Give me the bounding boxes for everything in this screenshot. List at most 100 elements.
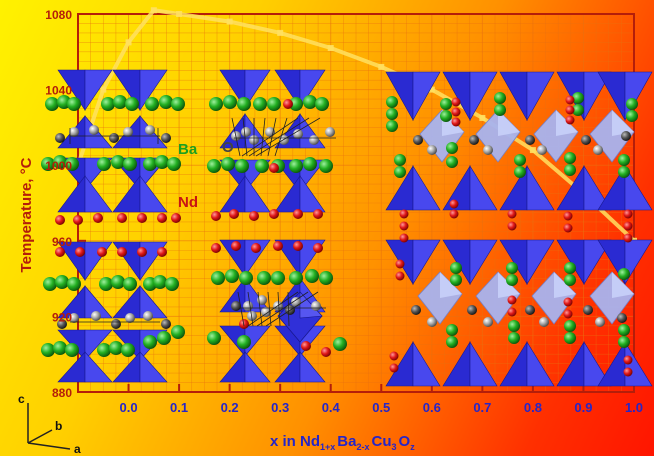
ba-atom bbox=[508, 320, 520, 332]
cu-atom bbox=[525, 305, 535, 315]
cu-atom bbox=[89, 125, 99, 135]
cu-atom bbox=[467, 305, 477, 315]
polyhedron bbox=[469, 71, 498, 122]
nd-atom bbox=[451, 107, 461, 117]
nd-atom bbox=[211, 211, 221, 221]
nd-atom bbox=[399, 221, 409, 231]
cu-atom bbox=[483, 145, 493, 155]
ba-atom bbox=[446, 156, 458, 168]
ba-atom bbox=[255, 159, 269, 173]
ba-atom bbox=[41, 343, 55, 357]
nd-atom bbox=[293, 209, 303, 219]
ba-atom bbox=[99, 277, 113, 291]
ba-atom bbox=[446, 336, 458, 348]
bond-line bbox=[265, 291, 319, 327]
polyhedron bbox=[624, 239, 653, 286]
bond-line bbox=[231, 117, 241, 157]
nd-atom bbox=[507, 295, 517, 305]
ba-atom bbox=[289, 271, 303, 285]
cu-atom bbox=[581, 135, 591, 145]
polyhedron bbox=[412, 71, 441, 122]
nd-atom bbox=[507, 209, 517, 219]
data-point bbox=[226, 18, 233, 25]
bond-line bbox=[267, 117, 277, 157]
x-tick-label: 0.1 bbox=[170, 400, 188, 415]
ba-atom bbox=[209, 97, 223, 111]
cu-atom bbox=[525, 135, 535, 145]
nd-atom bbox=[623, 367, 633, 377]
nd-atom bbox=[97, 247, 107, 257]
ba-atom bbox=[315, 97, 329, 111]
polyhedron bbox=[112, 285, 141, 319]
polyhedron bbox=[583, 239, 612, 286]
nd-atom bbox=[283, 99, 293, 109]
polyhedron bbox=[469, 239, 498, 286]
ba-atom bbox=[253, 97, 267, 111]
nd-atom bbox=[273, 241, 283, 251]
polyhedron bbox=[583, 164, 612, 211]
nd-atom bbox=[451, 117, 461, 127]
ba-atom bbox=[159, 95, 173, 109]
nd-atom bbox=[563, 223, 573, 233]
polyhedron bbox=[469, 340, 498, 387]
nd-atom bbox=[565, 95, 575, 105]
nd-atom bbox=[623, 355, 633, 365]
nd-atom bbox=[93, 213, 103, 223]
ba-atom bbox=[97, 343, 111, 357]
ba-atom bbox=[450, 262, 462, 274]
cu-atom bbox=[241, 127, 251, 137]
nd-atom bbox=[117, 213, 127, 223]
ba-atom bbox=[67, 97, 81, 111]
ba-atom bbox=[564, 152, 576, 164]
nd-atom bbox=[157, 213, 167, 223]
nd-atom bbox=[117, 247, 127, 257]
ba-atom bbox=[303, 157, 317, 171]
nd-atom bbox=[507, 221, 517, 231]
polyhedron bbox=[499, 340, 528, 387]
data-point bbox=[479, 114, 486, 121]
x-tick-labels: 0.0 0.1 0.2 0.3 0.4 0.5 0.6 0.7 0.8 0.9 1.0 bbox=[120, 400, 644, 415]
ba-atom bbox=[67, 277, 81, 291]
nd-atom bbox=[313, 209, 323, 219]
nd-atom bbox=[211, 243, 221, 253]
polyhedron bbox=[597, 340, 626, 387]
x-tick-label: 0.3 bbox=[271, 400, 289, 415]
ba-atom bbox=[446, 142, 458, 154]
nd-atom bbox=[563, 309, 573, 319]
nd-atom bbox=[449, 199, 459, 209]
ba-atom bbox=[319, 271, 333, 285]
bond-line bbox=[267, 291, 272, 327]
cu-atom bbox=[583, 305, 593, 315]
ba-atom bbox=[386, 120, 398, 132]
x-tick-label: 0.2 bbox=[221, 400, 239, 415]
ba-atom bbox=[143, 335, 157, 349]
polyhedron bbox=[526, 239, 555, 286]
polyhedron bbox=[412, 239, 441, 286]
nd-atom bbox=[55, 247, 65, 257]
ba-atom bbox=[386, 96, 398, 108]
ba-atom bbox=[207, 331, 221, 345]
ba-atom bbox=[121, 343, 135, 357]
cu-atom bbox=[311, 301, 321, 311]
ba-atom bbox=[145, 97, 159, 111]
bond-line bbox=[247, 291, 299, 327]
ba-atom bbox=[394, 154, 406, 166]
nd-atom bbox=[399, 209, 409, 219]
cu-atom bbox=[69, 313, 79, 323]
polyhedron bbox=[139, 351, 168, 383]
ba-atom bbox=[43, 277, 57, 291]
cu-atom bbox=[55, 133, 65, 143]
cu-atom bbox=[57, 319, 67, 329]
x-tick-label: 0.9 bbox=[574, 400, 592, 415]
ba-atom bbox=[155, 155, 169, 169]
ba-atom bbox=[572, 104, 584, 116]
ba-atom bbox=[450, 274, 462, 286]
y-tick-labels: 1080 1040 1000 960 920 880 bbox=[45, 8, 72, 400]
phase-line bbox=[76, 8, 636, 243]
bond-line bbox=[274, 117, 288, 157]
ba-atom bbox=[109, 341, 123, 355]
ba-atom bbox=[125, 97, 139, 111]
bond-line bbox=[247, 291, 254, 327]
ba-atom bbox=[123, 277, 137, 291]
